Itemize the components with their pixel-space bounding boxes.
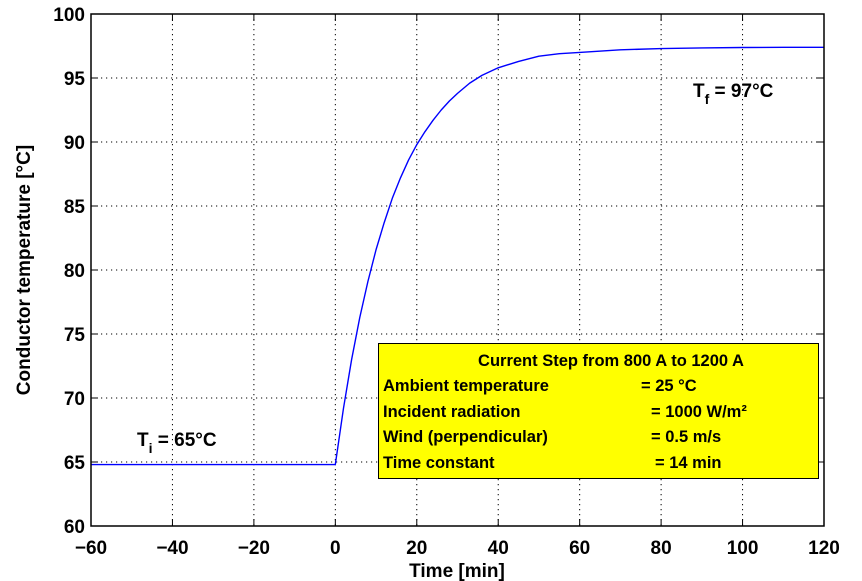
x-tick-label: 20	[406, 538, 427, 559]
y-tick-label: 80	[64, 261, 85, 282]
x-tick-label: 60	[569, 538, 590, 559]
tick-labels: −60 −40 −20 0 20 40 60 80 100 120 60 65 70 75 80 85 90 95…	[53, 5, 840, 559]
x-tick-label: 40	[488, 538, 509, 559]
y-tick-label: 75	[64, 325, 86, 346]
info-row-label: Ambient temperature	[383, 377, 549, 395]
y-tick-label: 90	[64, 133, 85, 154]
x-tick-label: −60	[75, 538, 107, 559]
y-tick-label: 100	[53, 5, 85, 26]
x-tick-label: 120	[808, 538, 840, 559]
y-tick-label: 70	[64, 389, 85, 410]
info-row-value: = 0.5 m/s	[651, 428, 721, 446]
x-tick-label: 100	[727, 538, 759, 559]
info-row-value: = 14 min	[655, 454, 722, 472]
x-axis-label: Time [min]	[409, 561, 505, 581]
info-row-value: = 1000 W/m²	[651, 403, 747, 421]
x-tick-label: 0	[330, 538, 341, 559]
x-tick-label: 80	[651, 538, 672, 559]
info-row-label: Time constant	[383, 454, 495, 472]
y-axis-label: Conductor temperature [°C]	[14, 145, 35, 395]
info-box-title: Current Step from 800 A to 1200 A	[478, 352, 744, 370]
annotation-final-temp: Tf = 97°C	[693, 81, 774, 107]
info-box: Current Step from 800 A to 1200 A Ambien…	[378, 343, 819, 479]
series-layer	[91, 46, 824, 466]
annotation-initial-temp: Ti = 65°C	[137, 430, 217, 456]
info-row-label: Incident radiation	[383, 403, 521, 421]
info-row-label: Wind (perpendicular)	[383, 428, 548, 446]
y-tick-label: 85	[64, 197, 86, 218]
info-row-value: = 25 °C	[641, 377, 697, 395]
temperature-line	[91, 46, 824, 466]
y-tick-label: 95	[64, 69, 86, 90]
x-tick-label: −20	[238, 538, 270, 559]
x-tick-label: −40	[156, 538, 188, 559]
y-tick-label: 65	[64, 453, 86, 474]
y-tick-label: 60	[64, 517, 85, 538]
